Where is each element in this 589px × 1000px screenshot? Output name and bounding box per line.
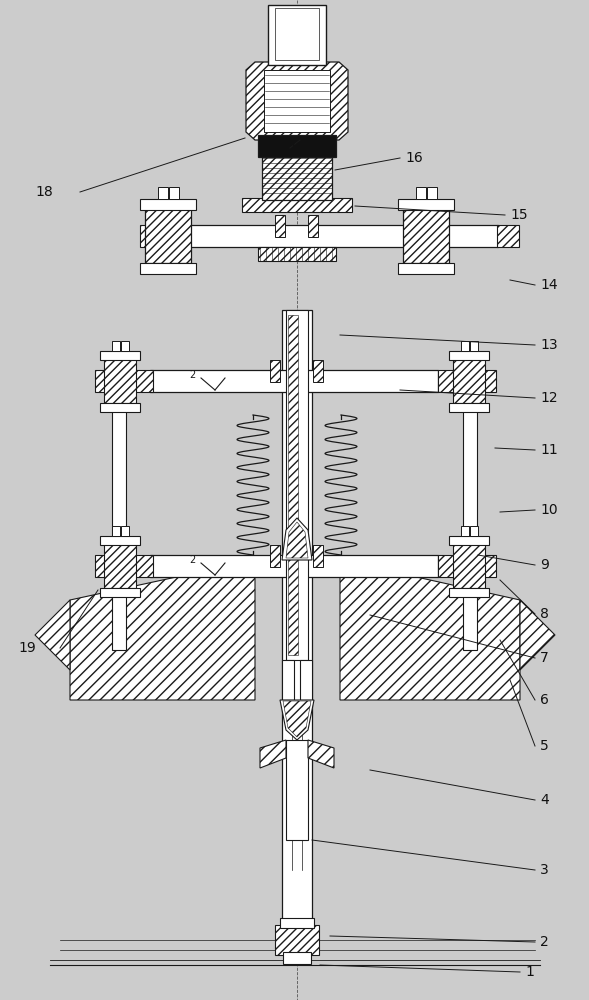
Bar [398,199,454,210]
Bar [283,952,311,964]
Text: 1: 1 [525,965,534,979]
Bar [270,360,280,382]
Bar [449,403,489,412]
Bar [100,588,140,597]
Bar [121,526,129,536]
Text: 7: 7 [540,651,549,665]
Bar [262,155,332,200]
Bar [140,225,162,247]
Bar [95,370,153,392]
Text: 16: 16 [405,151,423,165]
Bar [100,351,140,360]
Bar [268,5,326,65]
Bar [308,215,318,237]
Polygon shape [246,62,348,140]
Bar [461,526,469,536]
Bar [461,341,469,351]
Bar [275,8,319,60]
Bar [100,403,140,412]
Bar [100,536,140,545]
Bar [280,918,314,928]
Text: 5: 5 [540,739,549,753]
Text: 15: 15 [510,208,528,222]
Bar [150,555,438,577]
Text: 18: 18 [35,185,53,199]
Bar [270,545,280,567]
Bar [313,545,323,567]
Polygon shape [286,522,308,558]
Bar [242,198,352,212]
Bar [150,370,438,392]
Text: 12: 12 [540,391,558,405]
Bar [140,263,196,274]
Bar [169,187,179,199]
Polygon shape [520,600,555,670]
Text: 6: 6 [540,693,549,707]
Text: 19: 19 [18,641,36,655]
Bar [470,526,478,536]
Bar [288,315,298,655]
Bar [112,341,120,351]
Polygon shape [35,600,70,670]
Bar [497,225,519,247]
Polygon shape [282,518,312,560]
Bar [449,351,489,360]
Bar [470,341,478,351]
Bar [140,199,196,210]
Polygon shape [260,740,286,768]
Bar [104,544,136,588]
Bar [453,359,485,403]
Bar [438,555,496,577]
Polygon shape [283,701,311,737]
Bar [438,370,496,392]
Polygon shape [340,560,520,700]
Bar [427,187,437,199]
Text: 11: 11 [540,443,558,457]
Text: 2: 2 [189,555,195,565]
Bar [145,209,191,263]
Text: 10: 10 [540,503,558,517]
Bar [286,310,308,660]
Text: 4: 4 [540,793,549,807]
Bar [463,370,477,650]
Polygon shape [282,660,294,700]
Bar [449,536,489,545]
Bar [286,740,308,840]
Text: 8: 8 [540,607,549,621]
Bar [258,247,336,261]
Text: 9: 9 [540,558,549,572]
Bar [398,263,454,274]
Text: 3: 3 [540,863,549,877]
Bar [121,341,129,351]
Polygon shape [308,740,334,768]
Bar [416,187,426,199]
Bar [275,215,285,237]
Bar [313,360,323,382]
Polygon shape [70,560,255,700]
Text: 2: 2 [540,935,549,949]
Bar [112,526,120,536]
Bar [282,310,312,950]
Bar [449,588,489,597]
Bar [112,370,126,650]
Polygon shape [280,700,314,740]
Bar [403,209,449,263]
Text: 17: 17 [288,141,306,155]
Bar [453,544,485,588]
Text: 2: 2 [189,370,195,380]
Text: 13: 13 [540,338,558,352]
Bar [275,925,319,955]
Bar [258,135,336,157]
Text: 14: 14 [540,278,558,292]
Bar [95,555,153,577]
Bar [104,359,136,403]
Polygon shape [300,660,312,700]
Bar [264,70,330,132]
Bar [158,187,168,199]
Bar [160,225,498,247]
